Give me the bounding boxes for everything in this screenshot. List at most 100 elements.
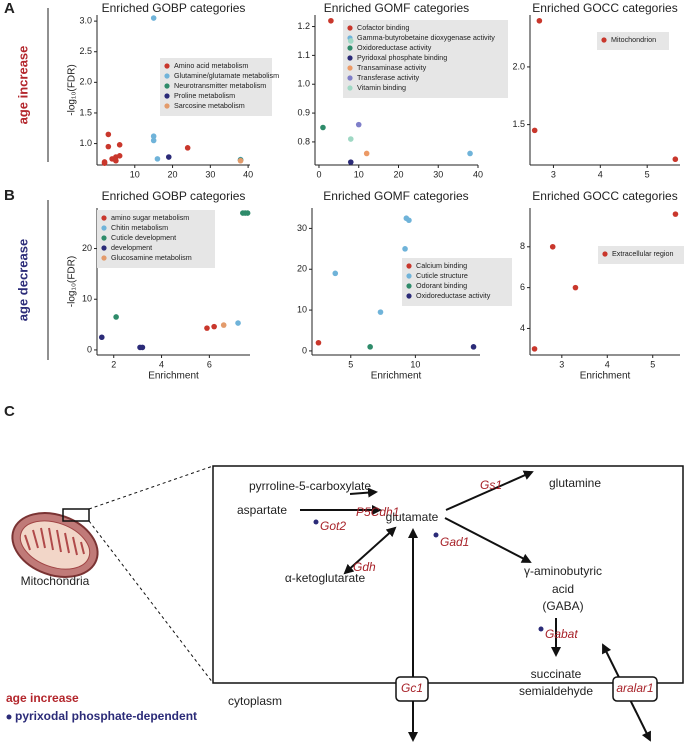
legend-label: Vitamin binding: [357, 83, 406, 92]
point: [347, 136, 354, 142]
y-tick-label: 10: [82, 294, 92, 304]
metabolite: (GABA): [542, 599, 583, 613]
legend-label: Oxidoreductase activity: [416, 291, 491, 300]
legend-swatch: [347, 65, 353, 71]
point: [672, 156, 679, 163]
enzyme: Got2: [320, 519, 346, 533]
legend-box: [97, 210, 215, 268]
point: [315, 339, 322, 346]
point: [116, 153, 123, 159]
x-tick-label: 30: [433, 169, 443, 179]
point: [154, 156, 161, 162]
compartment: Mitochondria: [21, 574, 90, 588]
legend-label: Extracellular region: [612, 249, 674, 258]
legend-label: Amino acid metabolism: [174, 61, 248, 70]
compartment: cytoplasm: [228, 694, 282, 708]
legend-swatch: [101, 235, 107, 241]
y-tick-label: 30: [297, 223, 307, 233]
transporter: Gc1: [401, 681, 423, 695]
metabolite: glutamate: [386, 510, 439, 524]
plp-dot: [538, 626, 544, 632]
metabolite: aspartate: [237, 503, 287, 517]
legend-dot: [6, 714, 12, 720]
panel-label: A: [4, 0, 15, 17]
legend-label: Oxidoreductase activity: [357, 43, 432, 52]
transporter-box: [395, 676, 429, 702]
x-tick-label: 4: [605, 359, 610, 369]
y-tick-label: 1.5: [512, 119, 525, 129]
panel-label: B: [4, 187, 15, 204]
point: [332, 270, 339, 277]
x-tick-label: 20: [168, 169, 178, 179]
legend-swatch: [164, 103, 170, 109]
legend-swatch: [406, 273, 412, 279]
arrow: [444, 517, 532, 563]
x-tick-label: 40: [243, 169, 253, 179]
point: [549, 243, 556, 250]
metabolite: α-ketoglutarate: [285, 571, 366, 585]
legend-label: Neurotransmitter metabolism: [174, 81, 266, 90]
point: [116, 141, 123, 148]
x-tick-label: 5: [645, 169, 650, 179]
legend-swatch: [406, 293, 412, 299]
legend-swatch: [164, 93, 170, 99]
y-tick-label: 0.8: [297, 136, 310, 146]
x-tick-label: 10: [354, 169, 364, 179]
enzyme: P5Cdh1: [356, 505, 399, 519]
y-tick-label: 4: [520, 323, 525, 333]
metabolite: glutamine: [549, 476, 601, 490]
legend-label: Proline metabolism: [174, 91, 235, 100]
enzyme: Gabat: [545, 627, 578, 641]
x-tick-label: 4: [598, 169, 603, 179]
charts: Enriched GOBP categories 1.0 1.5 2.0 2.5 3.0 1…: [67, 1, 684, 382]
y-tick-label: 1.2: [297, 21, 310, 31]
transporter-box: [612, 676, 658, 702]
legend-box: [402, 258, 512, 306]
legend-swatch: [601, 37, 607, 43]
point: [347, 38, 354, 44]
point: [150, 15, 157, 21]
point: [235, 320, 241, 326]
point: [244, 210, 251, 216]
point: [406, 217, 412, 224]
point: [672, 211, 679, 217]
point: [531, 127, 538, 134]
row-label: age increase: [15, 46, 30, 125]
enzyme: Gad1: [440, 535, 469, 549]
x-tick-label: 0: [316, 169, 321, 179]
y-tick-label: 3.0: [79, 15, 92, 25]
arrow: [343, 526, 397, 575]
y-tick-label: 0.9: [297, 107, 310, 117]
legend-swatch: [406, 263, 412, 269]
legend-label: Cuticle development: [111, 233, 176, 242]
point: [139, 344, 146, 351]
point: [105, 143, 112, 150]
legend-label: Calcium binding: [416, 261, 467, 270]
point: [536, 17, 543, 24]
legend-box: [160, 58, 272, 116]
chart-title: Enriched GOCC categories: [532, 189, 677, 203]
legend-swatch: [347, 25, 353, 31]
legend-label: Sarcosine metabolism: [174, 101, 245, 110]
point: [355, 121, 362, 128]
x-axis-label: Enrichment: [371, 371, 422, 382]
y-axis-label: -log₁₀(FDR): [67, 64, 78, 115]
chart-title: Enriched GOCC categories: [532, 1, 677, 15]
y-tick-label: 1.0: [297, 79, 310, 89]
legend-label: Glucosamine metabolism: [111, 253, 192, 262]
legend-label: Cuticle structure: [416, 271, 468, 280]
diagram: pyrroline-5-carboxylate P5Cdh1 Gs1 gluta…: [6, 465, 684, 742]
legend-swatch: [164, 73, 170, 79]
x-tick-label: 5: [650, 359, 655, 369]
legend-label: Glutamine/glutamate metabolism: [174, 71, 279, 80]
legend-swatch: [347, 45, 353, 51]
enzyme: Gs1: [480, 478, 502, 492]
legend-entry: pyrixodal phosphate-dependent: [15, 709, 197, 723]
legend-swatch: [101, 225, 107, 231]
point: [98, 334, 105, 341]
legend-box: [598, 246, 684, 264]
legend-box: [343, 20, 508, 98]
x-tick-label: 3: [559, 359, 564, 369]
legend-swatch: [347, 55, 353, 61]
x-tick-label: 10: [130, 169, 140, 179]
